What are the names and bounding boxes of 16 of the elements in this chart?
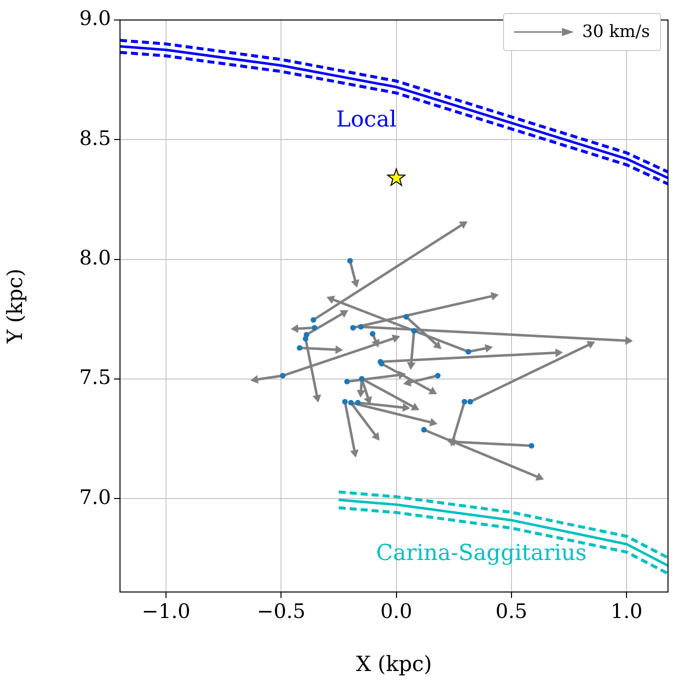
x-axis-title: X (kpc) bbox=[356, 652, 432, 676]
y-tick-label: 8.5 bbox=[79, 126, 111, 150]
y-tick-label: 7.5 bbox=[79, 365, 111, 390]
y-axis-title: Y (kpc) bbox=[3, 268, 28, 344]
series-label: Carina-Saggitarius bbox=[376, 540, 587, 566]
y-tick-label: 7.0 bbox=[79, 484, 111, 509]
x-tick-label: 0.5 bbox=[496, 599, 528, 624]
annotation: 30 km/s bbox=[582, 22, 650, 42]
x-tick-label: 1.0 bbox=[610, 599, 642, 624]
x-tick-label: −1.0 bbox=[142, 599, 190, 624]
x-tick-label: −0.5 bbox=[256, 599, 306, 624]
x-tick-label: 0.0 bbox=[380, 599, 412, 624]
key-box: 30 km/s bbox=[503, 13, 661, 51]
y-tick-label: 9.0 bbox=[79, 6, 111, 30]
series-label: Local bbox=[336, 108, 396, 133]
y-tick-label: 8.0 bbox=[79, 246, 111, 270]
